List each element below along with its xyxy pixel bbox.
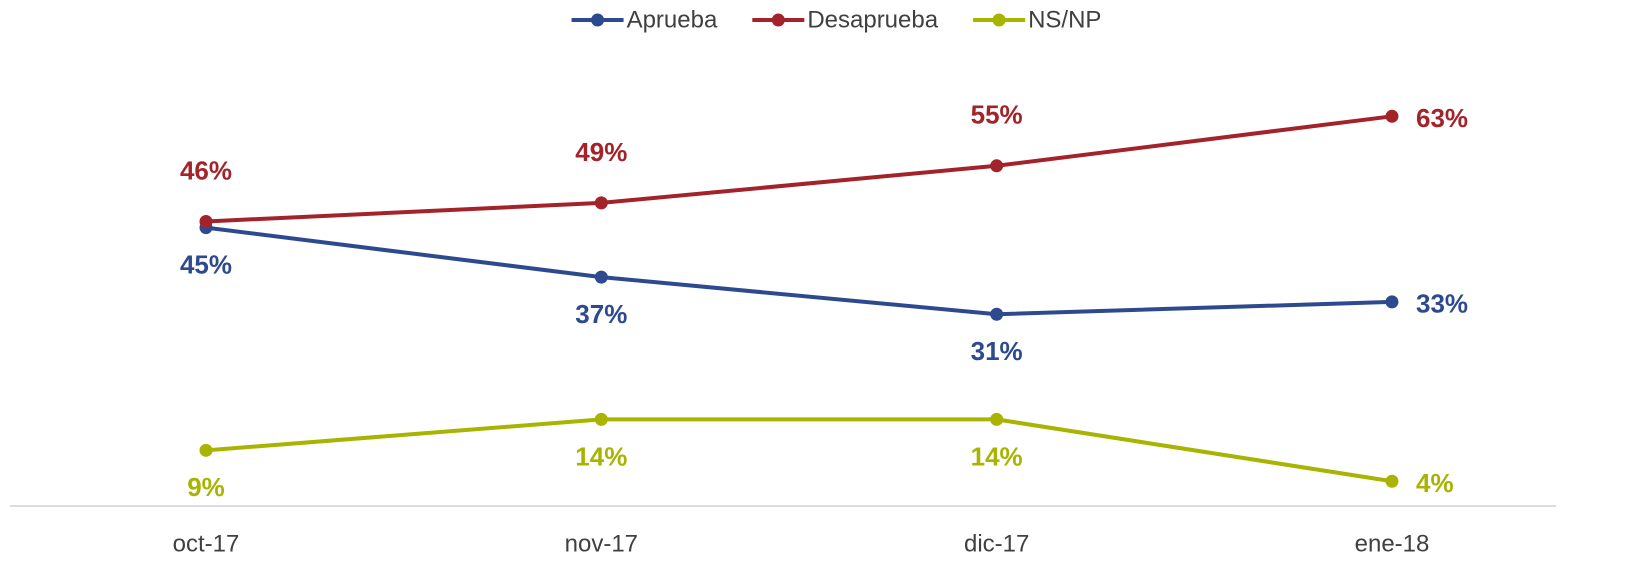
- data-label: 14%: [575, 441, 627, 471]
- series-line: [205, 417, 1393, 484]
- data-point: [199, 443, 213, 457]
- legend-item: Aprueba: [571, 6, 718, 33]
- legend-item: NS/NP: [973, 6, 1101, 33]
- series-line: [205, 114, 1393, 224]
- data-label: 9%: [187, 472, 225, 502]
- data-label: 31%: [971, 336, 1023, 366]
- data-point: [990, 412, 1004, 426]
- data-label: 4%: [1416, 468, 1454, 498]
- data-point: [199, 214, 213, 228]
- data-point: [990, 159, 1004, 173]
- data-point: [1385, 295, 1399, 309]
- data-point: [990, 307, 1004, 321]
- legend-marker: [591, 13, 605, 27]
- data-point: [1385, 474, 1399, 488]
- data-label: 37%: [575, 299, 627, 329]
- data-label: 14%: [971, 441, 1023, 471]
- x-tick-label: nov-17: [565, 530, 638, 557]
- legend-marker: [771, 13, 785, 27]
- data-point: [594, 412, 608, 426]
- x-tick-label: oct-17: [173, 530, 240, 557]
- data-label: 63%: [1416, 103, 1468, 133]
- data-label: 49%: [575, 137, 627, 167]
- legend-label: Desaprueba: [807, 6, 938, 33]
- legend-item: Desaprueba: [752, 6, 939, 33]
- data-label: 46%: [180, 155, 232, 185]
- series-line: [205, 225, 1393, 317]
- data-point: [1385, 109, 1399, 123]
- x-tick-label: ene-18: [1355, 530, 1430, 557]
- data-point: [594, 196, 608, 210]
- data-label: 55%: [971, 100, 1023, 130]
- legend-marker: [992, 13, 1006, 27]
- data-point: [594, 270, 608, 284]
- legend-label: Aprueba: [627, 6, 718, 33]
- legend-label: NS/NP: [1028, 6, 1101, 33]
- data-label: 45%: [180, 250, 232, 280]
- x-tick-label: dic-17: [964, 530, 1029, 557]
- data-label: 33%: [1416, 289, 1468, 319]
